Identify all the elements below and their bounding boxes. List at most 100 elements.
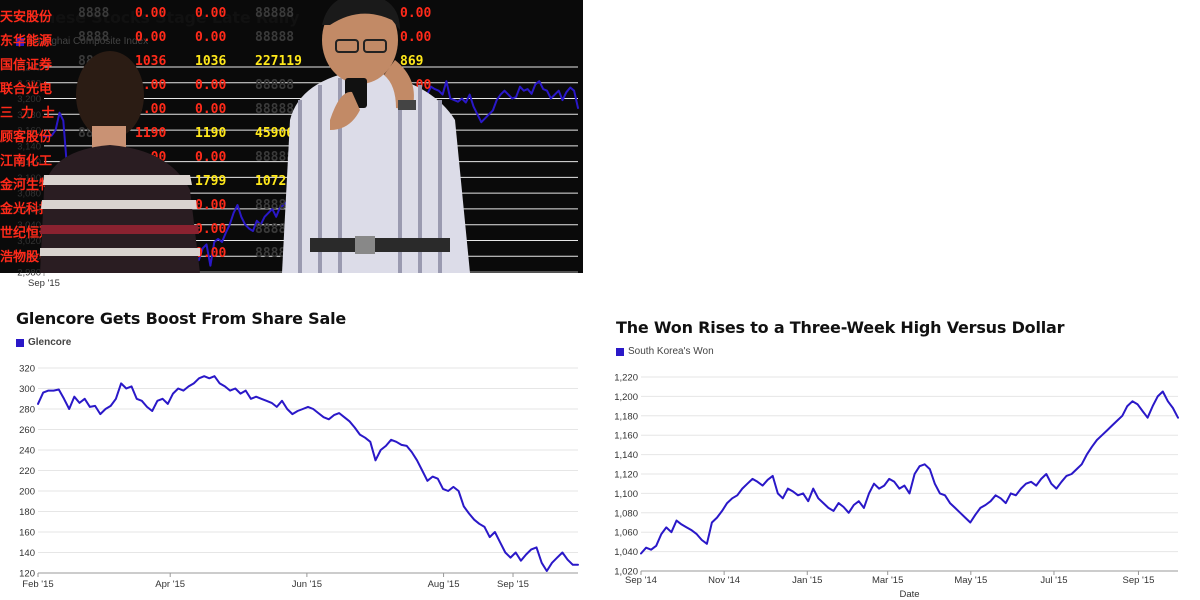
y-tick-label: 300 xyxy=(19,384,35,395)
y-tick-label: 240 xyxy=(19,446,35,457)
y-tick-label: 1,040 xyxy=(614,547,638,558)
board-cell: 金河生物 xyxy=(0,178,53,193)
y-tick-label: 2,980 xyxy=(17,268,41,279)
stock-board-photo: 天安股份88880.000.008888888880.00东华能源88880.0… xyxy=(0,0,583,273)
legend-swatch xyxy=(16,37,24,46)
y-tick-label: 1,120 xyxy=(614,470,638,481)
x-tick-label: Sep '15 xyxy=(28,278,60,289)
person-left xyxy=(40,51,200,273)
y-tick-label: 1,200 xyxy=(614,392,638,403)
y-tick-label: 3,040 xyxy=(17,220,41,231)
board-cell: 0.00 xyxy=(195,222,227,237)
y-tick-label: 200 xyxy=(19,487,35,498)
series-line xyxy=(640,390,1179,555)
y-tick-label: 1,060 xyxy=(614,528,638,539)
board-cell: 227119 xyxy=(255,54,302,69)
x-tick-label: Mar '15 xyxy=(872,575,903,586)
y-tick-label: 3,160 xyxy=(17,126,41,137)
y-tick-label: 3,180 xyxy=(17,110,41,121)
y-tick-label: 140 xyxy=(19,548,35,559)
board-cell: 88888 xyxy=(255,198,295,213)
series-line xyxy=(37,375,579,572)
chart-title: Chinese Stocks Stage Late Rally xyxy=(16,8,300,27)
board-cell: 0.00 xyxy=(195,6,227,21)
y-tick-label: 3,240 xyxy=(17,63,41,74)
y-tick-label: 3,120 xyxy=(17,157,41,168)
board-cell: 天安股份 xyxy=(0,10,53,25)
y-tick-label: 3,080 xyxy=(17,189,41,200)
legend-label: Shanghai Composite Index xyxy=(28,36,149,47)
y-tick-label: 220 xyxy=(19,466,35,477)
board-cell: 0.00 xyxy=(195,78,227,93)
board-cell: 0.00 xyxy=(400,30,432,45)
board-cell: 8888 xyxy=(78,30,110,45)
y-tick-label: 3,200 xyxy=(17,94,41,105)
board-cell: 0.00 xyxy=(195,198,227,213)
board-cell: 0.00 xyxy=(400,6,432,21)
x-tick-label: Sep '15 xyxy=(1123,575,1155,586)
board-cell: 0.00 xyxy=(195,246,227,261)
board-cell: 1190 xyxy=(135,126,167,141)
x-tick-label: Jul '15 xyxy=(1040,575,1067,586)
board-cell: 江南化工 xyxy=(0,154,53,169)
board-cell: 8888 xyxy=(78,6,110,21)
y-tick-label: 3,000 xyxy=(17,252,41,263)
y-tick-label: 1,020 xyxy=(614,567,638,578)
chart-legend: Glencore xyxy=(16,337,71,348)
board-cell: 0.00 xyxy=(195,150,227,165)
board-cell: 1036 xyxy=(135,54,167,69)
legend-swatch xyxy=(16,338,24,347)
legend-label: Glencore xyxy=(28,337,72,348)
board-cell: 0.00 xyxy=(195,102,227,117)
board-cell: 国信证券 xyxy=(0,58,53,73)
board-cell: 1190 xyxy=(195,126,227,141)
legend-swatch xyxy=(616,347,624,356)
board-cell: 联合光电 xyxy=(0,82,53,97)
board-cell: 顾客股份 xyxy=(0,130,53,145)
x-tick-label: Jun '15 xyxy=(292,579,322,590)
board-cell: 金光科技 xyxy=(0,202,53,217)
x-tick-label: Apr '15 xyxy=(155,579,185,590)
board-cell: 世纪恒通 xyxy=(0,226,53,241)
y-tick-label: 3,100 xyxy=(17,173,41,184)
board-cell: 1799 xyxy=(195,174,227,189)
chart-title: Glencore Gets Boost From Share Sale xyxy=(16,309,347,328)
board-cell: 1036 xyxy=(195,54,227,69)
x-tick-label: May '15 xyxy=(954,575,987,586)
board-cell: 浩物股份 xyxy=(0,250,53,265)
board-cell: 0.00 xyxy=(195,30,227,45)
board-cell: 88888 xyxy=(255,30,295,45)
y-tick-label: 1,140 xyxy=(614,450,638,461)
chart-legend: Shanghai Composite Index xyxy=(16,36,148,47)
y-tick-label: 260 xyxy=(19,425,35,436)
x-tick-label: Sep '14 xyxy=(625,575,657,586)
chart-title: The Won Rises to a Three-Week High Versu… xyxy=(616,318,1065,337)
board-cell: 三 力 士 xyxy=(0,106,55,121)
x-axis-title: Date xyxy=(899,589,919,600)
y-tick-label: 3,060 xyxy=(17,204,41,215)
people-illustration xyxy=(40,0,470,273)
board-cell: 0.00 xyxy=(135,6,167,21)
board-cell: 88888 xyxy=(255,150,295,165)
x-tick-label: Sep '15 xyxy=(497,579,529,590)
y-tick-label: 1,160 xyxy=(614,431,638,442)
x-tick-label: Nov '14 xyxy=(708,575,740,586)
board-cell: 88888 xyxy=(255,78,295,93)
y-tick-label: 1,100 xyxy=(614,489,638,500)
y-tick-label: 280 xyxy=(19,405,35,416)
y-tick-label: 320 xyxy=(19,364,35,375)
y-tick-label: 1,220 xyxy=(614,373,638,384)
x-tick-label: Aug '15 xyxy=(428,579,460,590)
y-tick-label: 1,180 xyxy=(614,411,638,422)
y-tick-label: 180 xyxy=(19,507,35,518)
board-cell: 0.00 xyxy=(135,30,167,45)
x-tick-label: Feb '15 xyxy=(22,579,53,590)
y-tick-label: 1,080 xyxy=(614,508,638,519)
board-cell: 88888 xyxy=(255,102,295,117)
legend-label: South Korea's Won xyxy=(628,346,714,357)
person-right xyxy=(282,0,470,273)
y-tick-label: 3,220 xyxy=(17,78,41,89)
y-tick-label: 3,140 xyxy=(17,141,41,152)
